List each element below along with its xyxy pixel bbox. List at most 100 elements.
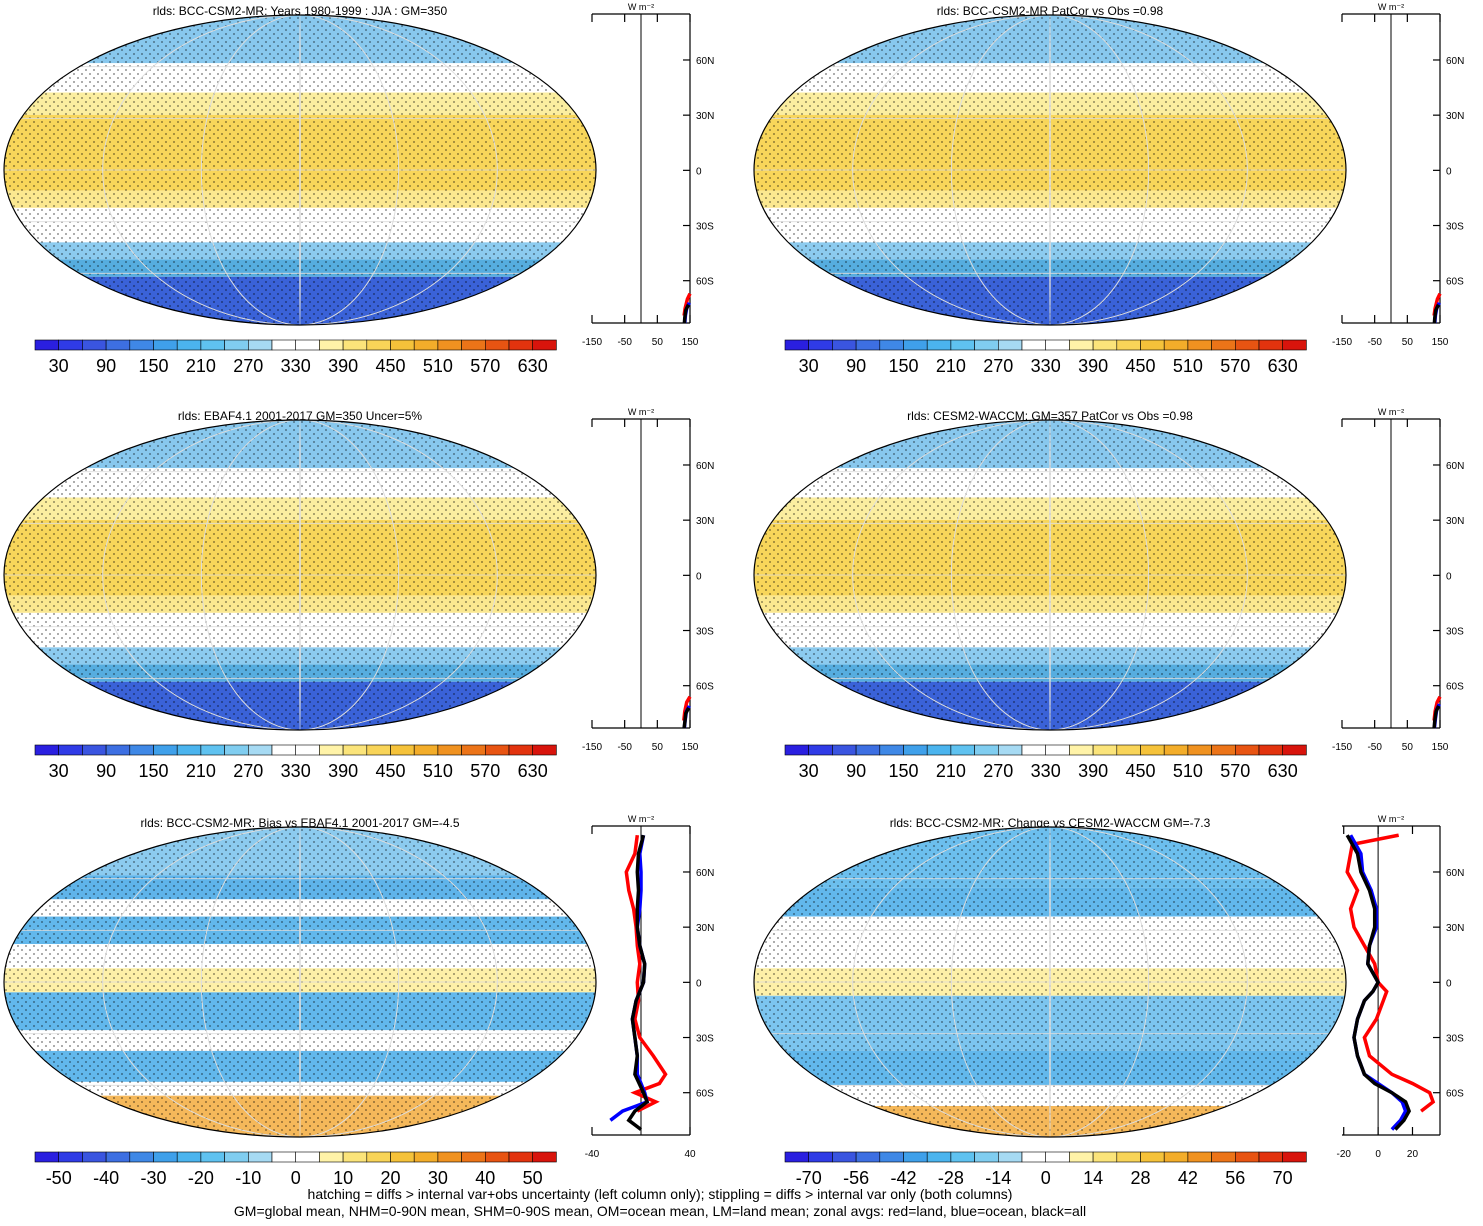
graticule	[299, 827, 301, 1137]
colorbar-box	[34, 339, 60, 351]
panel-title: rlds: BCC-CSM2-MR: Change vs CESM2-WACCM…	[890, 816, 1211, 830]
colorbar-box	[950, 744, 975, 756]
footnote: GM=global mean, NHM=0-90N mean, SHM=0-90…	[234, 1203, 1086, 1219]
colorbar-box	[1211, 744, 1236, 756]
y-tick-label: 60N	[1446, 56, 1464, 67]
colorbar-label: 450	[375, 761, 405, 781]
map	[754, 827, 1346, 1137]
colorbar-box	[1092, 1151, 1118, 1163]
zonal-line	[624, 834, 668, 1113]
colorbar-box	[1045, 1151, 1070, 1163]
y-tick-label: 30N	[696, 516, 714, 527]
graticule	[1049, 15, 1051, 325]
colorbar-box	[461, 339, 486, 351]
colorbar-label: 90	[96, 356, 116, 376]
colorbar-label: 28	[1130, 1168, 1150, 1188]
colorbar-box	[461, 1151, 486, 1163]
colorbar-box	[105, 744, 131, 756]
colorbar-box	[271, 744, 297, 756]
colorbar-label: 210	[186, 356, 216, 376]
colorbar-box	[855, 339, 881, 351]
y-tick-label: 30N	[1446, 516, 1464, 527]
colorbar-label: 0	[291, 1168, 301, 1188]
colorbar-box	[437, 339, 462, 351]
colorbar-label: 330	[281, 761, 311, 781]
x-tick-label: -50	[617, 337, 632, 348]
map-border	[753, 826, 1347, 1138]
colorbar-box	[879, 1151, 904, 1163]
colorbar-box	[295, 339, 320, 351]
y-tick-label: 0	[696, 166, 702, 177]
colorbar-box	[1258, 339, 1284, 351]
colorbar-label: 390	[1078, 761, 1108, 781]
colorbar-box	[200, 1151, 225, 1163]
colorbar-box	[1140, 339, 1165, 351]
colorbar-label: 630	[1268, 761, 1298, 781]
colorbar-box	[342, 744, 368, 756]
panel: rlds: BCC-CSM2-MR: Bias vs EBAF4.1 2001-…	[3, 814, 714, 1188]
colorbar-box	[295, 1151, 320, 1163]
panel: rlds: BCC-CSM2-MR PatCor vs Obs =0.98 30 9…	[753, 2, 1464, 376]
colorbar-box	[1282, 744, 1307, 756]
colorbar-box	[200, 744, 225, 756]
colorbar-label: 270	[983, 761, 1013, 781]
panel-title: rlds: EBAF4.1 2001-2017 GM=350 Uncer=5%	[178, 409, 422, 423]
map-border	[3, 419, 597, 731]
colorbar-label: 56	[1225, 1168, 1245, 1188]
graticule	[1049, 827, 1051, 1137]
colorbar-box	[879, 339, 904, 351]
map	[754, 15, 1346, 325]
graticule	[950, 420, 1150, 730]
map	[4, 15, 596, 325]
colorbar-box	[1092, 744, 1118, 756]
colorbar-label: 30	[49, 761, 69, 781]
colorbar-label: 330	[1031, 356, 1061, 376]
colorbar-label: 50	[523, 1168, 543, 1188]
colorbar-box	[129, 744, 154, 756]
colorbar-label: 14	[1083, 1168, 1103, 1188]
colorbar-box	[319, 339, 344, 351]
colorbar-box	[153, 1151, 178, 1163]
colorbar-box	[832, 744, 857, 756]
x-tick-label: -150	[1332, 742, 1352, 753]
y-tick-label: 30S	[1446, 1034, 1464, 1045]
colorbar-box	[997, 1151, 1023, 1163]
colorbar-box	[1187, 1151, 1212, 1163]
colorbar-label: 30	[49, 356, 69, 376]
zonal-line	[682, 303, 690, 324]
graticule	[950, 15, 1150, 325]
x-tick-label: 150	[682, 742, 699, 753]
colorbar-box	[508, 339, 534, 351]
x-tick-label: 50	[652, 742, 664, 753]
map-border	[3, 14, 597, 326]
graticule	[852, 827, 1248, 1137]
colorbar-box	[105, 339, 131, 351]
colorbar-box	[295, 744, 320, 756]
colorbar-box	[532, 744, 557, 756]
colorbar-box	[784, 1151, 810, 1163]
x-tick-label: -150	[582, 337, 602, 348]
colorbar-box	[366, 1151, 391, 1163]
colorbar-box	[413, 339, 439, 351]
x-tick-label: -50	[617, 742, 632, 753]
y-tick-label: 60S	[696, 1089, 714, 1100]
colorbar-label: 150	[888, 761, 918, 781]
zonal-line	[1432, 705, 1441, 729]
colorbar-box	[413, 744, 439, 756]
colorbar-box	[437, 744, 462, 756]
colorbar-label: 630	[518, 356, 548, 376]
map	[754, 420, 1346, 730]
colorbar-box	[319, 1151, 344, 1163]
colorbar-box	[832, 339, 857, 351]
colorbar-box	[1187, 339, 1212, 351]
colorbar-label: 70	[1273, 1168, 1293, 1188]
colorbar-box	[808, 1151, 833, 1163]
colorbar-label: 210	[936, 356, 966, 376]
unit-label: W m⁻²	[628, 407, 654, 417]
colorbar-label: 570	[470, 356, 500, 376]
colorbar-label: 270	[233, 356, 263, 376]
colorbar-box	[82, 1151, 107, 1163]
colorbar-box	[1116, 744, 1141, 756]
colorbar-box	[176, 744, 202, 756]
